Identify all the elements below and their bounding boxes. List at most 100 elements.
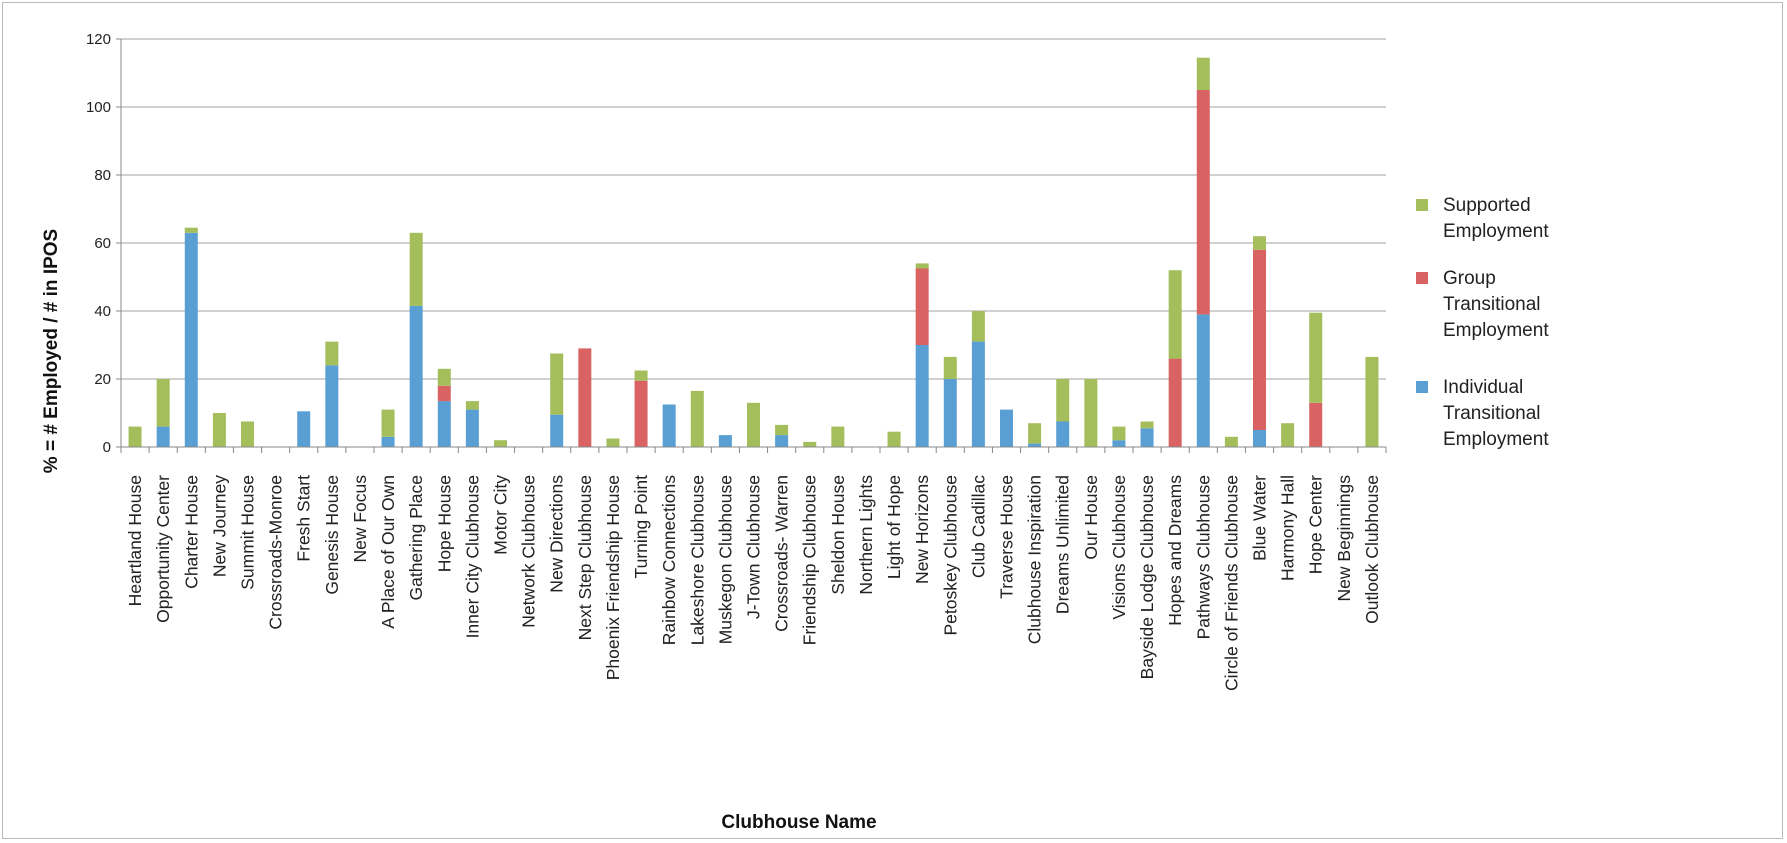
bar-supported-employment — [943, 356, 957, 379]
bar-individual-transitional-employment — [550, 414, 564, 447]
category-label: Heartland House — [125, 475, 145, 606]
y-tick-label: 80 — [94, 167, 111, 184]
bar-supported-employment — [690, 390, 704, 447]
legend-swatch — [1416, 272, 1428, 284]
y-tick-label: 120 — [86, 31, 111, 48]
bar-supported-employment — [325, 341, 339, 366]
bars — [128, 57, 1379, 447]
bar-group-transitional-employment — [634, 380, 648, 447]
category-label: Fresh Start — [294, 475, 314, 562]
bar-supported-employment — [550, 353, 564, 415]
bar-supported-employment — [409, 232, 423, 306]
bar-individual-transitional-employment — [437, 401, 451, 447]
y-tick-label: 100 — [86, 99, 111, 116]
bar-individual-transitional-employment — [1140, 428, 1154, 447]
category-label: Hopes and Dreams — [1165, 475, 1185, 626]
category-label: Crossroads-Monroe — [266, 475, 286, 630]
bar-group-transitional-employment — [1196, 90, 1210, 315]
bar-supported-employment — [971, 311, 985, 342]
bar-supported-employment — [1224, 436, 1238, 447]
bar-supported-employment — [1168, 270, 1182, 359]
bar-group-transitional-employment — [915, 268, 929, 345]
y-tick-label: 0 — [103, 439, 111, 456]
legend-label: Transitional — [1443, 294, 1541, 315]
category-label: New Focus — [350, 475, 370, 563]
category-label: Inner City Clubhouse — [462, 475, 482, 638]
category-label: A Place of Our Own — [378, 475, 398, 629]
bar-group-transitional-employment — [1168, 358, 1182, 447]
category-label: Our House — [1081, 475, 1101, 560]
gridlines — [116, 38, 1386, 448]
category-label: New Directions — [547, 475, 567, 593]
x-axis-title: Clubhouse Name — [721, 812, 876, 833]
bar-individual-transitional-employment — [465, 409, 479, 447]
bar-individual-transitional-employment — [1253, 430, 1266, 447]
bar-individual-transitional-employment — [943, 379, 957, 447]
bar-supported-employment — [1281, 423, 1295, 447]
legend-label: Group — [1443, 268, 1496, 289]
bar-supported-employment — [831, 426, 845, 447]
y-tick-labels: 0 20 40 60 80 100 120 — [86, 31, 111, 456]
bar-supported-employment — [747, 402, 760, 447]
category-label: Hope Center — [1306, 475, 1326, 574]
category-label: Hope House — [434, 475, 454, 572]
bar-supported-employment — [212, 413, 226, 447]
bar-supported-employment — [915, 263, 929, 269]
x-axis — [120, 446, 1387, 453]
bar-individual-transitional-employment — [915, 345, 929, 447]
category-label: Rainbow Connections — [659, 475, 679, 645]
bar-supported-employment — [1253, 236, 1266, 250]
bar-supported-employment — [1140, 421, 1154, 429]
bar-group-transitional-employment — [578, 348, 592, 447]
category-labels: Heartland House Opportunity Center Charter… — [125, 475, 1382, 691]
bar-supported-employment — [1084, 379, 1098, 447]
category-label: Clubhouse Inspiration — [1025, 475, 1045, 644]
legend-label: Supported — [1443, 195, 1531, 216]
category-label: Petoskey Clubhouse — [940, 475, 960, 636]
legend: Supported Employment Group Transitional Empl… — [1416, 195, 1549, 450]
category-label: Pathways Clubhouse — [1193, 475, 1213, 639]
bar-supported-employment — [494, 440, 507, 447]
category-label: Muskegon Clubhouse — [715, 475, 735, 644]
category-label: Northern Lights — [856, 475, 876, 595]
category-label: Visions Clubhouse — [1109, 475, 1129, 620]
bar-supported-employment — [1309, 312, 1323, 403]
bar-individual-transitional-employment — [662, 404, 676, 447]
category-label: Circle of Friends Clubhouse — [1221, 475, 1241, 691]
category-label: Lakeshore Clubhouse — [687, 475, 707, 645]
y-tick-label: 40 — [94, 303, 111, 320]
bar-supported-employment — [437, 368, 451, 386]
bar-supported-employment — [775, 424, 789, 436]
category-label: Genesis House — [322, 475, 342, 595]
category-label: Light of Hope — [884, 475, 904, 579]
bar-supported-employment — [887, 431, 901, 447]
bar-supported-employment — [1365, 356, 1379, 447]
category-label: J-Town Clubhouse — [744, 475, 764, 619]
category-label: Bayside Lodge Clubhouse — [1137, 475, 1157, 679]
legend-label: Employment — [1443, 429, 1549, 450]
category-label: Blue Water — [1250, 475, 1270, 561]
bar-supported-employment — [241, 421, 254, 447]
bar-individual-transitional-employment — [1056, 421, 1070, 447]
category-label: Summit House — [238, 475, 258, 590]
bar-individual-transitional-employment — [775, 435, 789, 447]
category-label: Harmony Hall — [1278, 475, 1298, 581]
category-label: New Journey — [209, 475, 229, 577]
category-label: Network Clubhouse — [519, 475, 539, 628]
category-label: Next Step Clubhouse — [575, 475, 595, 640]
bar-group-transitional-employment — [1253, 249, 1266, 430]
category-label: Sheldon House — [828, 475, 848, 595]
category-label: Phoenix Friendship House — [603, 475, 623, 680]
category-label: Crossroads- Warren — [772, 475, 792, 632]
bar-group-transitional-employment — [437, 385, 451, 402]
y-tick-label: 20 — [94, 371, 111, 388]
bar-group-transitional-employment — [1309, 402, 1323, 447]
category-label: Charter House — [181, 475, 201, 589]
bar-individual-transitional-employment — [156, 426, 170, 447]
bar-individual-transitional-employment — [184, 232, 198, 447]
category-label: Turning Point — [631, 475, 651, 579]
bar-individual-transitional-employment — [381, 436, 395, 447]
bar-supported-employment — [381, 409, 395, 437]
legend-swatch — [1416, 199, 1428, 211]
y-axis-title: % = # Employed / # in IPOS — [41, 229, 62, 473]
